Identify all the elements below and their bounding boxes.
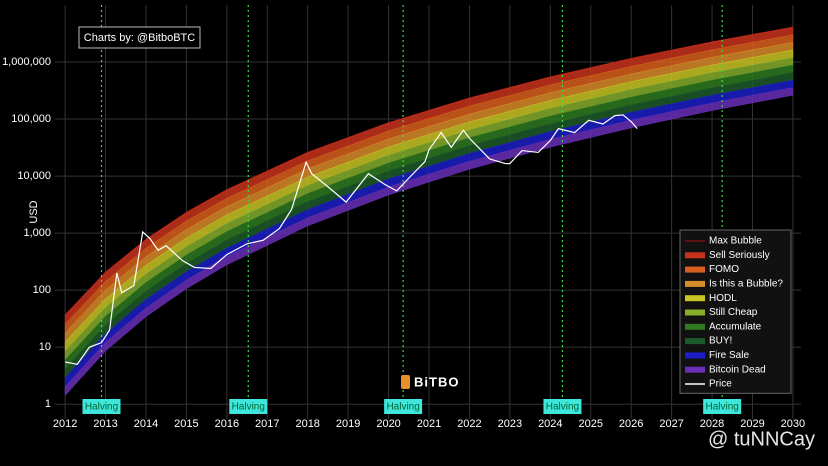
x-tick-label: 2026 (619, 418, 643, 430)
legend-label: Sell Seriously (709, 250, 770, 261)
y-tick-label: 1,000,000 (2, 56, 51, 68)
x-tick-label: 2027 (659, 418, 683, 430)
legend-label: BUY! (709, 336, 732, 347)
band (64, 87, 794, 397)
legend-swatch (685, 295, 705, 302)
halving-box (703, 399, 742, 414)
credit-box (78, 26, 201, 49)
y-tick-label: 10,000 (17, 170, 51, 182)
legend-swatch (685, 266, 705, 273)
x-tick-label: 2030 (781, 418, 805, 430)
y-tick-label: 10 (39, 341, 51, 353)
halving-box (384, 399, 423, 414)
x-tick-label: 2013 (93, 418, 117, 430)
logo-icon (401, 375, 410, 389)
legend-label: Max Bubble (709, 236, 762, 247)
halving-box (543, 399, 582, 414)
x-tick-label: 2022 (457, 418, 481, 430)
x-tick-label: 2017 (255, 418, 279, 430)
axes: 1 10 100 1,000 10,000 100,000 1,000,000 2012 201… (2, 56, 805, 430)
y-tick-label: 100 (33, 284, 51, 296)
x-tick-label: 2019 (336, 418, 360, 430)
x-tick-label: 2014 (134, 418, 158, 430)
legend-label: Accumulate (709, 321, 762, 332)
price-line (64, 114, 638, 365)
halving-label: Halving (546, 402, 579, 413)
x-tick-label: 2012 (53, 418, 77, 430)
x-tick-label: 2016 (215, 418, 239, 430)
x-tick-label: 2021 (417, 418, 441, 430)
legend-label: Fire Sale (709, 350, 749, 361)
legend-swatch (685, 338, 705, 345)
legend-label: FOMO (709, 264, 739, 275)
legend-swatch (685, 309, 705, 316)
y-axis-label: USD (28, 200, 40, 223)
legend-label: HODL (709, 293, 737, 304)
halving-box (229, 399, 268, 414)
halving-label: Halving (386, 402, 419, 413)
legend-swatch (685, 366, 705, 373)
x-tick-label: 2025 (579, 418, 603, 430)
price-line (64, 114, 638, 365)
legend-label: Still Cheap (709, 307, 758, 318)
legend-label: Price (709, 379, 732, 390)
legend-swatch (685, 252, 705, 259)
x-tick-label: 2023 (498, 418, 522, 430)
x-tick-label: 2020 (376, 418, 400, 430)
legend-label: Is this a Bubble? (709, 279, 783, 290)
credit: Charts by: @BitboBTC (84, 32, 195, 44)
x-tick-label: 2024 (538, 418, 562, 430)
y-tick-label: 1,000 (23, 227, 51, 239)
logo: BiTBO (414, 374, 459, 389)
halving-label: Halving (85, 402, 118, 413)
x-tick-label: 2028 (700, 418, 724, 430)
halving-label: Halving (705, 402, 738, 413)
halvings: Halving Halving Halving Halving Halving (82, 5, 742, 414)
x-tick-label: 2029 (740, 418, 764, 430)
y-tick-label: 100,000 (11, 113, 51, 125)
halving-label: Halving (232, 402, 265, 413)
legend-swatch (685, 323, 705, 330)
legend: Max Bubble Sell Seriously FOMO Is this a Bu… (679, 229, 792, 394)
x-tick-label: 2015 (174, 418, 198, 430)
legend-swatch (685, 352, 705, 359)
halving-box (82, 399, 121, 414)
legend-swatch (685, 280, 705, 287)
y-tick-label: 1 (45, 398, 51, 410)
legend-label: Bitcoin Dead (709, 364, 766, 375)
watermark: @ tuNNCay (708, 428, 815, 450)
x-tick-label: 2018 (295, 418, 319, 430)
rainbow-bands (64, 26, 794, 397)
